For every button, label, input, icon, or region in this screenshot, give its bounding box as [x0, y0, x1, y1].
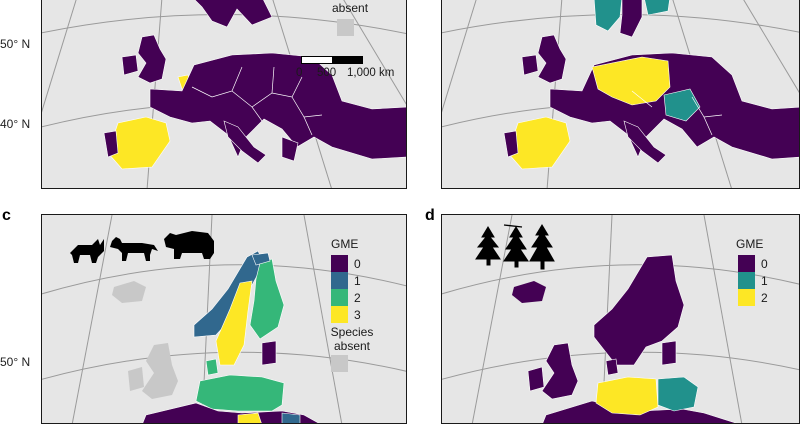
legend-c-swatch-0: [331, 255, 348, 272]
legend-c-title: GME: [331, 237, 359, 251]
panel-c-map: GME 0 1 2 3 Species absent: [41, 214, 407, 424]
region-continent-south: [142, 402, 320, 423]
region-central-europe: [595, 376, 659, 416]
region-italy: [223, 120, 267, 164]
panel-d-map: GME 0 1 2: [441, 214, 800, 424]
country-borders: [191, 66, 323, 136]
lynx-icon: [70, 239, 104, 263]
species-absent-label-top: absent: [332, 1, 369, 15]
region-italy: [623, 120, 667, 164]
lat-label-50-a: 50° N: [0, 37, 31, 51]
region-central-europe: [591, 56, 671, 106]
scale-label-1000: 1,000 km: [347, 67, 395, 79]
legend-c-label-2: 2: [354, 290, 361, 305]
legend-d-item-2: 2: [738, 289, 768, 306]
species-absent-label: Species absent: [330, 325, 374, 353]
legend-d-swatch-0: [738, 255, 755, 272]
legend-d-swatch-2: [738, 289, 755, 306]
absent-swatch: [331, 355, 348, 372]
panel-label-d: d: [425, 207, 435, 224]
panel-d-map-svg: [442, 215, 799, 423]
legend-c-item-0: 0: [331, 255, 361, 272]
panel-label-c: c: [2, 207, 11, 224]
legend-c-label-1: 1: [354, 273, 361, 288]
panel-c-map-svg: [42, 215, 406, 423]
region-romania: [663, 88, 701, 122]
legend-c-label-0: 0: [354, 256, 361, 271]
legend-d-label-1: 1: [761, 273, 768, 288]
region-iceland: [512, 281, 546, 303]
region-ireland: [121, 54, 139, 76]
legend-c-label-3: 3: [354, 307, 361, 322]
legend-c-item-1: 1: [331, 272, 361, 289]
legend-d-item-0: 0: [738, 255, 768, 272]
panel-b-map-svg: [442, 0, 799, 188]
region-ireland: [527, 366, 545, 392]
region-finland: [249, 258, 285, 340]
legend-c-swatch-2: [331, 289, 348, 306]
scale-label-0: 0: [296, 67, 303, 79]
region-denmark: [605, 358, 619, 376]
legend-d-swatch-1: [738, 272, 755, 289]
legend-c-item-3: 3: [331, 306, 361, 323]
region-scandinavia: [593, 254, 685, 366]
country-borders: [631, 90, 723, 136]
lat-label-50-c: 50° N: [0, 355, 31, 369]
panel-b-map: [441, 0, 800, 189]
lat-label-40-a: 40° N: [0, 117, 31, 131]
legend-d-label-0: 0: [761, 256, 768, 271]
legend-c-item-2: 2: [331, 289, 361, 306]
bear-icon: [164, 231, 214, 259]
region-uk: [537, 34, 567, 84]
region-scandinavia: [194, 0, 273, 28]
region-iceland: [112, 281, 146, 303]
legend-d-item-1: 1: [738, 272, 768, 289]
scale-bar: [301, 56, 363, 64]
wolf-icon: [110, 237, 158, 261]
region-portugal: [103, 130, 119, 158]
region-ireland: [521, 54, 539, 76]
legend-d-label-2: 2: [761, 290, 768, 305]
region-uk: [137, 34, 167, 84]
region-sweden: [215, 280, 253, 366]
region-denmark: [205, 358, 219, 376]
legend-c-swatch-1: [331, 272, 348, 289]
legend-d-title: GME: [736, 237, 764, 251]
region-baltics: [661, 340, 677, 366]
absent-swatch-top: [337, 19, 354, 36]
region-uk: [142, 343, 178, 399]
region-eastern: [657, 376, 699, 412]
region-portugal: [503, 130, 519, 158]
region-north-cap: [251, 252, 271, 266]
region-central-europe: [195, 374, 285, 412]
region-uk: [541, 342, 579, 400]
region-sweden: [619, 0, 643, 38]
legend-c-swatch-3: [331, 306, 348, 323]
region-finland: [644, 0, 670, 16]
region-norway: [593, 0, 623, 32]
conifer-tree-icon: [475, 224, 555, 270]
panel-a-map: absent 0 500 1,000 km: [41, 0, 407, 189]
scale-label-500: 500: [317, 67, 337, 79]
region-baltics: [261, 340, 277, 366]
region-continent: [149, 52, 406, 160]
panel-a-map-svg: [42, 0, 406, 188]
region-greece: [281, 136, 299, 162]
region-ireland: [128, 367, 144, 391]
